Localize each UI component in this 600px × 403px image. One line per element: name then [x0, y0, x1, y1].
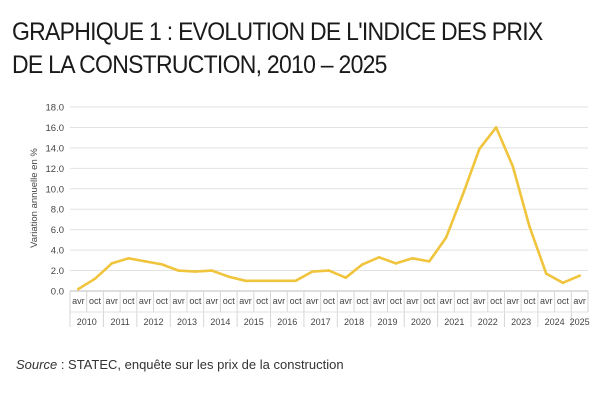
data-point: [394, 262, 398, 265]
y-tick-label: 8.0: [51, 205, 64, 216]
data-point: [77, 287, 80, 291]
y-tick-label: 4.0: [51, 246, 64, 257]
x-tick-label: avr: [440, 296, 453, 306]
x-tick-label: oct: [557, 296, 570, 306]
x-year-label: 2011: [110, 317, 129, 327]
data-point: [294, 279, 297, 283]
series-line: [77, 126, 581, 291]
x-tick-label: avr: [239, 296, 252, 306]
x-year-label: 2022: [478, 317, 498, 327]
data-point: [210, 269, 214, 272]
data-point: [511, 164, 515, 168]
y-tick-label: 14.0: [46, 143, 65, 154]
line-chart: 0.02.04.06.08.010.012.014.016.018.0 avr o…: [29, 103, 590, 327]
y-tick-label: 2.0: [51, 266, 64, 277]
data-point: [310, 270, 314, 273]
data-point: [227, 275, 231, 278]
source-text: : STATEC, enquête sur les prix de la con…: [57, 357, 344, 372]
y-tick-label: 16.0: [46, 123, 65, 134]
data-point: [494, 126, 498, 129]
x-tick-label: oct: [89, 296, 102, 306]
data-point: [444, 236, 448, 240]
x-tick-label: avr: [72, 296, 85, 306]
x-tick-label: oct: [156, 296, 169, 306]
x-tick-label: oct: [290, 296, 303, 306]
x-year-label: 2016: [277, 317, 297, 327]
x-tick-label: avr: [206, 296, 219, 306]
x-year-label: 2017: [311, 317, 331, 327]
series-layer: [77, 126, 581, 291]
data-point: [194, 270, 197, 273]
x-tick-label: avr: [540, 296, 553, 306]
data-point: [177, 269, 180, 272]
data-point: [327, 269, 331, 272]
x-tick-label: oct: [256, 296, 269, 306]
x-tick-label: oct: [189, 296, 202, 306]
source-label: Source: [16, 357, 58, 372]
data-point: [411, 256, 414, 260]
x-year-label: 2014: [210, 317, 230, 327]
x-tick-label: oct: [223, 296, 236, 306]
x-tick-label: avr: [339, 296, 352, 306]
data-point: [110, 262, 114, 265]
x-tick-label: oct: [390, 296, 403, 306]
x-year-label: 2013: [177, 317, 197, 327]
x-year-label: 2023: [511, 317, 531, 327]
data-point: [127, 256, 130, 260]
x-year-label: 2012: [144, 317, 164, 327]
chart-grid: [70, 106, 588, 292]
y-tick-label: 0.0: [51, 287, 64, 298]
x-year-label: 2015: [244, 317, 264, 327]
y-axis-label: Variation annuelle en %: [29, 148, 40, 248]
x-tick-label: avr: [273, 296, 286, 306]
data-point: [377, 255, 381, 259]
x-year-label: 2020: [411, 317, 431, 327]
x-tick-label: avr: [373, 296, 386, 306]
x-axis: avr oct avr oct avr oct avr oct avr oct avr oct avr o…: [69, 291, 590, 327]
x-tick-label: avr: [106, 296, 119, 306]
data-point: [461, 193, 464, 197]
x-tick-label: oct: [524, 296, 537, 306]
chart-title: GRAPHIQUE 1 : EVOLUTION DE L'INDICE DES …: [12, 18, 543, 79]
x-tick-label: oct: [323, 296, 336, 306]
data-point: [93, 277, 97, 281]
y-tick-label: 18.0: [46, 103, 65, 114]
x-tick-label: avr: [507, 296, 520, 306]
x-tick-label: oct: [423, 296, 436, 306]
data-point: [244, 279, 247, 283]
x-tick-label: oct: [457, 296, 470, 306]
x-tick-label: oct: [122, 296, 135, 306]
data-point: [160, 263, 164, 266]
data-point: [578, 274, 581, 277]
x-tick-label: avr: [573, 296, 586, 306]
data-point: [561, 281, 565, 285]
source-note: Source : STATEC, enquête sur les prix de…: [16, 357, 344, 372]
x-year-label: 2024: [545, 317, 565, 327]
data-point: [344, 276, 348, 280]
y-tick-label: 10.0: [46, 184, 65, 195]
data-point: [277, 279, 281, 283]
x-tick-label: avr: [172, 296, 185, 306]
x-year-label: 2021: [444, 317, 464, 327]
y-axis-ticks: 0.0 2.0 4.0 6.0 8.0 10.0 12.0 14.0 16.0 18.0: [46, 103, 65, 298]
y-tick-label: 6.0: [51, 225, 64, 236]
x-year-label: 2025: [570, 317, 590, 327]
data-point: [427, 260, 431, 263]
x-tick-label: oct: [356, 296, 369, 306]
x-tick-label: avr: [306, 296, 319, 306]
y-tick-label: 12.0: [46, 164, 65, 175]
x-year-label: 2010: [77, 317, 97, 327]
x-year-label: 2018: [344, 317, 364, 327]
x-tick-label: avr: [473, 296, 486, 306]
x-year-label: 2019: [377, 317, 397, 327]
data-point: [260, 279, 264, 283]
data-point: [528, 225, 531, 228]
data-point: [478, 147, 481, 151]
data-point: [361, 263, 364, 266]
x-tick-label: oct: [490, 296, 503, 306]
x-tick-label: avr: [406, 296, 419, 306]
data-point: [544, 272, 548, 275]
data-point: [143, 260, 147, 263]
x-tick-label: avr: [139, 296, 152, 306]
